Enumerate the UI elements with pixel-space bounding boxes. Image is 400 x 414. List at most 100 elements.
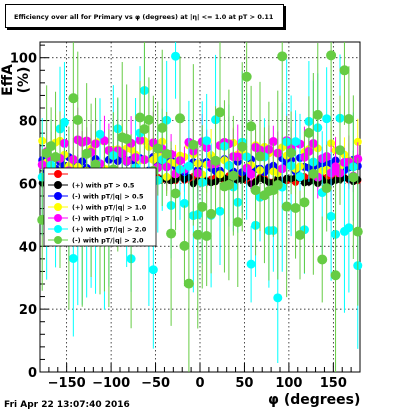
data-point (281, 201, 292, 212)
data-point (246, 121, 257, 132)
data-point (291, 137, 301, 147)
data-point (317, 254, 328, 265)
data-point (299, 197, 310, 208)
legend-label: (-) with pT/|q| > 1.0 (72, 215, 144, 224)
y-tick-label: 80 (19, 115, 37, 130)
data-point (179, 198, 189, 208)
data-point (272, 180, 283, 191)
data-point (330, 270, 341, 281)
data-point (250, 185, 261, 196)
data-point (143, 114, 154, 125)
data-point (255, 151, 265, 162)
data-point (246, 259, 256, 269)
data-point (166, 228, 177, 239)
data-point (295, 172, 305, 182)
data-point (277, 51, 288, 62)
data-point (179, 240, 190, 251)
data-point (81, 148, 92, 159)
data-point (353, 137, 362, 146)
data-point (286, 147, 297, 158)
timestamp: Fri Apr 22 13:07:40 2016 (4, 400, 130, 410)
x-tick-label: 50 (235, 376, 253, 391)
data-point (192, 229, 203, 240)
data-point (135, 112, 145, 123)
data-point (233, 152, 243, 162)
data-point (152, 143, 163, 154)
data-point (157, 122, 168, 133)
data-point (295, 229, 305, 240)
data-point (237, 141, 248, 152)
data-point (308, 168, 319, 179)
data-point (273, 293, 283, 303)
data-point (215, 107, 225, 118)
x-tick-label: −100 (92, 376, 130, 391)
x-axis-label: φ (degrees) (268, 392, 361, 408)
data-point (312, 109, 323, 120)
data-point (228, 170, 239, 181)
data-point (59, 117, 69, 127)
legend-label: (-) with pT/|q| > 0.5 (72, 193, 144, 202)
y-tick-label: 40 (19, 240, 37, 255)
data-point (197, 201, 208, 212)
data-point (68, 93, 79, 104)
legend-marker (54, 236, 62, 244)
data-point (344, 223, 354, 233)
chart-title: Efficiency over all for Primary vs φ (de… (5, 4, 284, 28)
data-point (99, 136, 109, 146)
data-point (210, 155, 221, 166)
data-point (148, 265, 158, 275)
data-point (352, 226, 363, 237)
x-tick-label: 0 (195, 376, 204, 391)
data-point (335, 145, 345, 156)
legend-marker (54, 170, 62, 178)
legend-marker (54, 214, 62, 222)
data-point (241, 71, 252, 82)
legend-label: (+) with pT/|q| > 1.0 (72, 204, 147, 213)
legend-marker (54, 192, 62, 200)
legend-marker (54, 203, 62, 211)
y-tick-label: 60 (19, 177, 37, 192)
data-point (184, 161, 194, 171)
data-point (322, 114, 332, 124)
data-point (171, 51, 181, 61)
data-point (50, 151, 61, 162)
y-tick-label: 100 (10, 52, 37, 67)
data-point (321, 183, 332, 194)
data-point (326, 50, 337, 61)
data-point (139, 124, 150, 135)
legend-label: (-) with pT/|q| > 2.0 (72, 237, 144, 246)
data-point (188, 139, 199, 150)
data-point (206, 208, 217, 219)
data-point (68, 253, 78, 263)
data-point (290, 203, 301, 214)
legend-marker (54, 225, 62, 233)
data-point (95, 129, 105, 139)
x-tick-label: 150 (320, 376, 347, 391)
data-point (201, 230, 212, 241)
legend-label: (+) with pT > 0.5 (72, 182, 135, 190)
data-point (72, 114, 83, 125)
data-point (303, 127, 314, 138)
x-tick-label: 100 (275, 376, 302, 391)
y-axis-label: EffA (%) (0, 64, 32, 96)
data-point (170, 188, 181, 199)
data-point (232, 217, 243, 228)
data-point (268, 137, 278, 147)
data-point (339, 65, 350, 76)
data-point (121, 133, 132, 144)
data-point (46, 141, 57, 152)
x-tick-label: −50 (141, 376, 170, 391)
data-point (175, 113, 185, 124)
data-point (161, 148, 172, 159)
data-point (183, 278, 194, 289)
x-tick-label: −150 (48, 376, 86, 391)
data-point (246, 169, 256, 179)
data-point (202, 136, 212, 146)
legend-label: (+) with pT/|q| > 2.0 (72, 226, 147, 235)
data-point (343, 113, 354, 124)
data-point (223, 179, 234, 190)
legend-marker (54, 181, 62, 189)
y-tick-label: 20 (19, 303, 37, 318)
data-point (215, 206, 225, 216)
